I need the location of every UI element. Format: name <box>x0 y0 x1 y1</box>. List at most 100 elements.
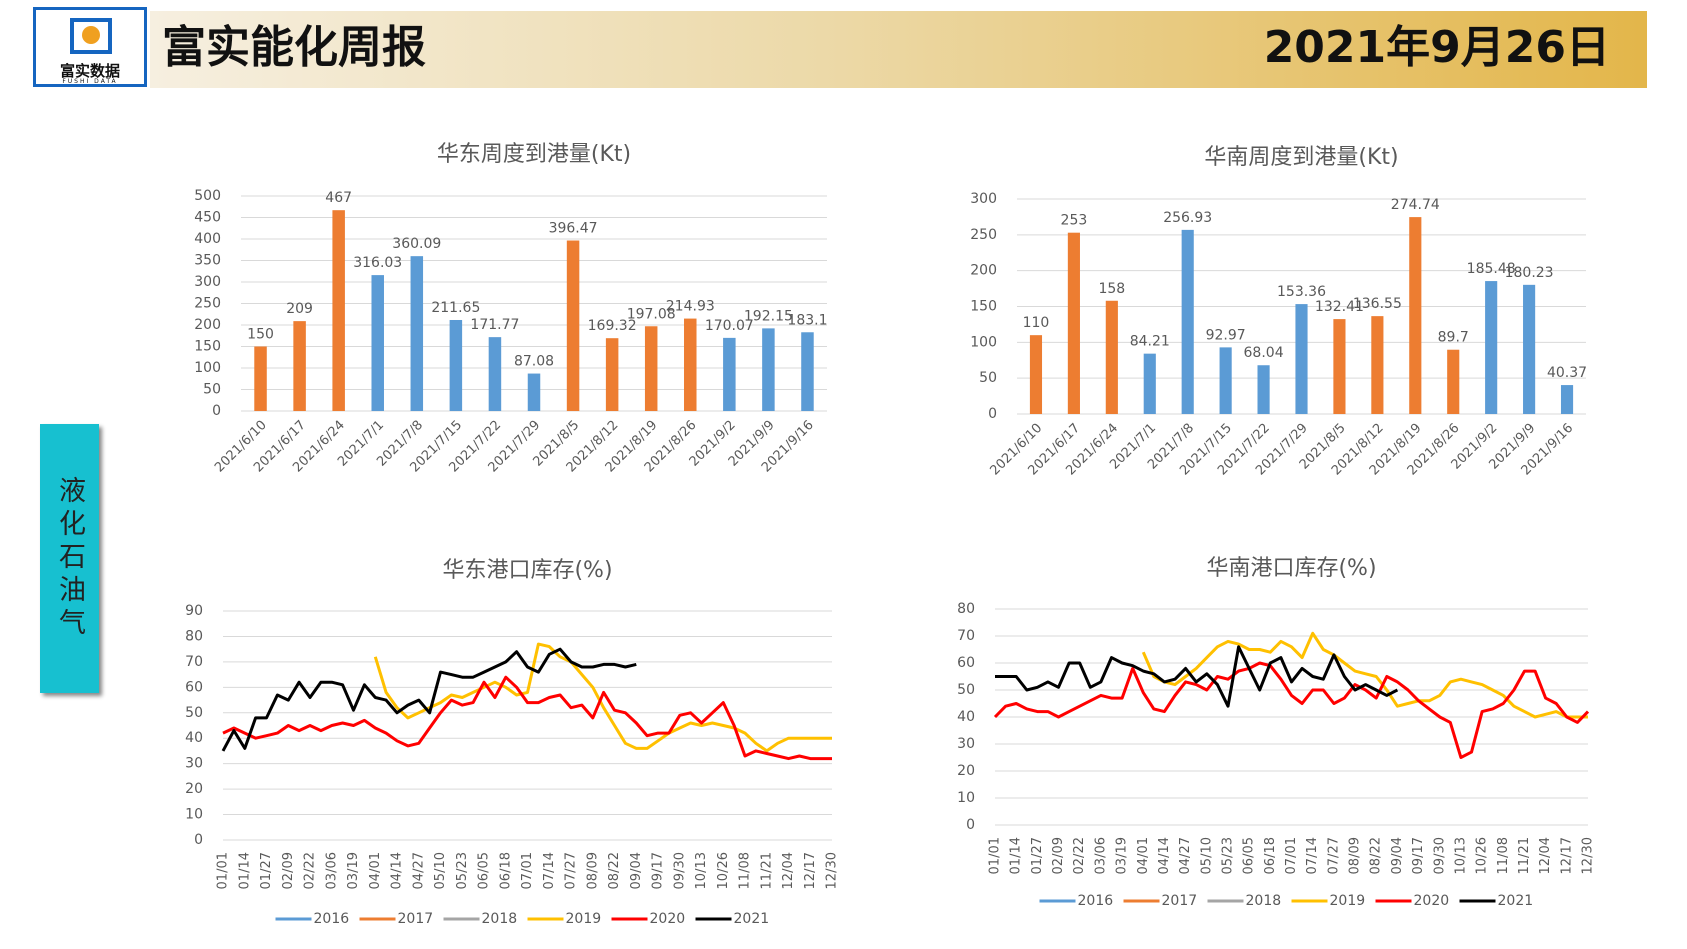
x-tick-label: 11/21 <box>759 852 774 889</box>
legend-label: 2016 <box>1078 893 1114 909</box>
x-tick-label: 04/01 <box>1136 837 1151 874</box>
y-tick-label: 0 <box>212 403 221 419</box>
data-label: 40.37 <box>1547 365 1587 381</box>
x-tick-label: 12/17 <box>1559 837 1574 874</box>
x-tick-label: 08/22 <box>607 852 622 889</box>
x-tick-label: 09/17 <box>1411 837 1426 874</box>
chart-title: 华东港口库存(%) <box>442 558 612 583</box>
bar <box>684 318 697 411</box>
y-tick-label: 50 <box>957 682 975 698</box>
data-label: 87.08 <box>514 354 554 370</box>
bar <box>254 346 267 411</box>
bar <box>1067 232 1080 414</box>
bar <box>332 210 345 411</box>
data-label: 256.93 <box>1163 210 1212 226</box>
data-label: 183.1 <box>787 312 827 328</box>
data-label: 197.08 <box>627 306 676 322</box>
data-label: 92.97 <box>1206 327 1246 343</box>
x-tick-label: 01/14 <box>1009 837 1024 874</box>
series-line <box>993 661 1590 759</box>
x-tick-label: 04/27 <box>1178 837 1193 874</box>
legend-label: 2020 <box>650 911 686 927</box>
y-tick-label: 80 <box>185 628 203 644</box>
y-tick-label: 150 <box>970 299 997 315</box>
x-tick-label: 09/30 <box>1432 837 1447 874</box>
y-tick-label: 200 <box>194 317 221 333</box>
x-tick-label: 04/14 <box>1157 837 1172 874</box>
bar <box>1219 347 1232 414</box>
data-label: 158 <box>1098 281 1125 297</box>
data-label: 274.74 <box>1391 197 1440 213</box>
y-tick-label: 70 <box>185 654 203 670</box>
bar <box>293 321 306 411</box>
x-tick-label: 12/30 <box>1581 837 1596 874</box>
x-tick-label: 11/21 <box>1517 837 1532 874</box>
data-label: 110 <box>1023 315 1050 331</box>
x-tick-label: 04/01 <box>368 852 383 889</box>
bar <box>371 275 384 411</box>
x-tick-label: 06/05 <box>477 852 492 889</box>
y-tick-label: 0 <box>988 406 997 422</box>
x-tick-label: 06/05 <box>1242 837 1257 874</box>
legend-label: 2018 <box>482 911 518 927</box>
legend-label: 2016 <box>314 911 350 927</box>
x-tick-label: 11/08 <box>1496 837 1511 874</box>
y-tick-label: 350 <box>194 253 221 269</box>
data-label: 132.41 <box>1315 299 1364 315</box>
x-tick-label: 09/04 <box>1390 837 1405 874</box>
bar <box>410 256 424 411</box>
x-tick-label: 07/01 <box>520 852 535 889</box>
logo: 富实数据 FUSHI DATA <box>33 7 147 87</box>
bar <box>1447 349 1460 414</box>
bar <box>605 338 619 411</box>
x-tick-label: 10/13 <box>694 852 709 889</box>
y-tick-label: 0 <box>194 832 203 848</box>
bar <box>488 337 502 411</box>
y-tick-label: 10 <box>957 790 975 806</box>
bar <box>1105 300 1118 414</box>
chart-title: 华南周度到港量(Kt) <box>1204 145 1398 170</box>
x-tick-label: 11/08 <box>738 852 753 889</box>
x-tick-label: 01/01 <box>988 837 1003 874</box>
x-tick-label: 04/27 <box>411 852 426 889</box>
x-tick-label: 05/23 <box>1220 837 1235 874</box>
page-date: 2021年9月26日 <box>1263 22 1610 73</box>
x-tick-label: 08/09 <box>1348 837 1363 874</box>
data-label: 180.23 <box>1505 265 1554 281</box>
y-tick-label: 200 <box>970 263 997 279</box>
data-label: 169.32 <box>588 318 637 334</box>
series-line <box>222 675 832 761</box>
data-label: 316.03 <box>353 255 402 271</box>
x-tick-label: 07/01 <box>1284 837 1299 874</box>
logo-sub: FUSHI DATA <box>62 78 118 85</box>
y-tick-label: 90 <box>185 603 203 619</box>
x-tick-label: 08/22 <box>1369 837 1384 874</box>
bar <box>449 319 463 411</box>
legend-label: 2019 <box>1330 893 1366 909</box>
x-tick-label: 02/09 <box>1051 837 1066 874</box>
logo-icon <box>70 18 112 54</box>
page-title: 富实能化周报 <box>162 22 426 73</box>
y-tick-label: 500 <box>194 188 221 204</box>
y-tick-label: 400 <box>194 231 221 247</box>
data-label: 211.65 <box>431 300 480 316</box>
data-label: 136.55 <box>1353 296 1402 312</box>
legend-label: 2018 <box>1246 893 1282 909</box>
series-line <box>373 642 832 753</box>
header-bar <box>150 11 1647 88</box>
y-tick-label: 20 <box>185 781 203 797</box>
y-tick-label: 50 <box>203 382 221 398</box>
x-tick-label: 07/14 <box>1305 837 1320 874</box>
y-tick-label: 150 <box>194 339 221 355</box>
x-tick-label: 05/10 <box>433 852 448 889</box>
x-tick-label: 02/22 <box>1072 837 1087 874</box>
x-tick-label: 12/04 <box>1538 837 1553 874</box>
bar <box>1485 281 1498 414</box>
y-tick-label: 70 <box>957 628 975 644</box>
legend-label: 2020 <box>1414 893 1450 909</box>
data-label: 171.77 <box>470 317 519 333</box>
data-label: 150 <box>247 327 274 343</box>
legend-label: 2017 <box>398 911 434 927</box>
data-label: 192.15 <box>744 308 793 324</box>
